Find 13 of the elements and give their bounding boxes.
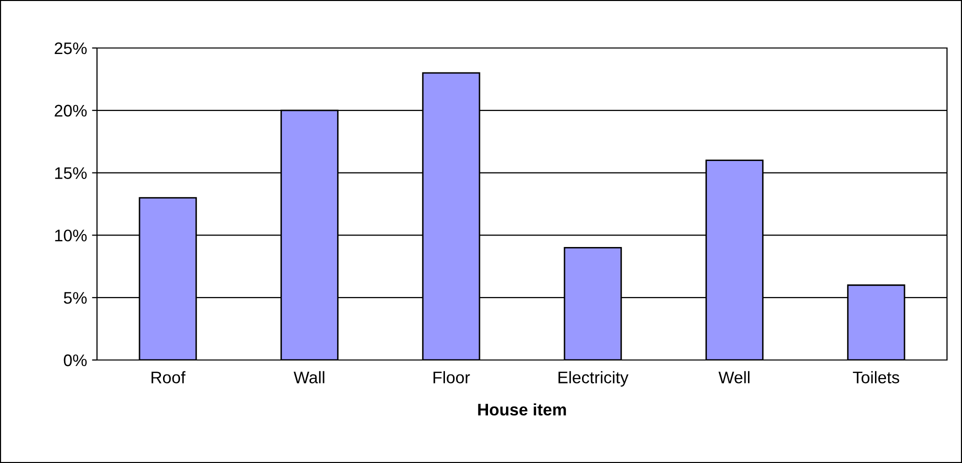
x-axis-title: House item <box>478 403 566 416</box>
y-tick-label: 25% <box>54 42 87 54</box>
x-tick-label: Toilets <box>852 371 900 384</box>
y-tick-label: 20% <box>54 104 87 117</box>
x-tick-label: Electricity <box>558 371 628 387</box>
x-tick-label: Floor <box>434 371 470 384</box>
y-tick-label: 10% <box>55 230 87 242</box>
y-tick-label: 0% <box>64 354 87 366</box>
x-tick-label: Well <box>718 371 750 384</box>
x-tick-label: Roof <box>152 371 186 384</box>
y-tick-label: 5% <box>64 292 87 304</box>
y-tick-label: 15% <box>55 167 87 180</box>
x-tick-label: Wall <box>294 371 324 384</box>
